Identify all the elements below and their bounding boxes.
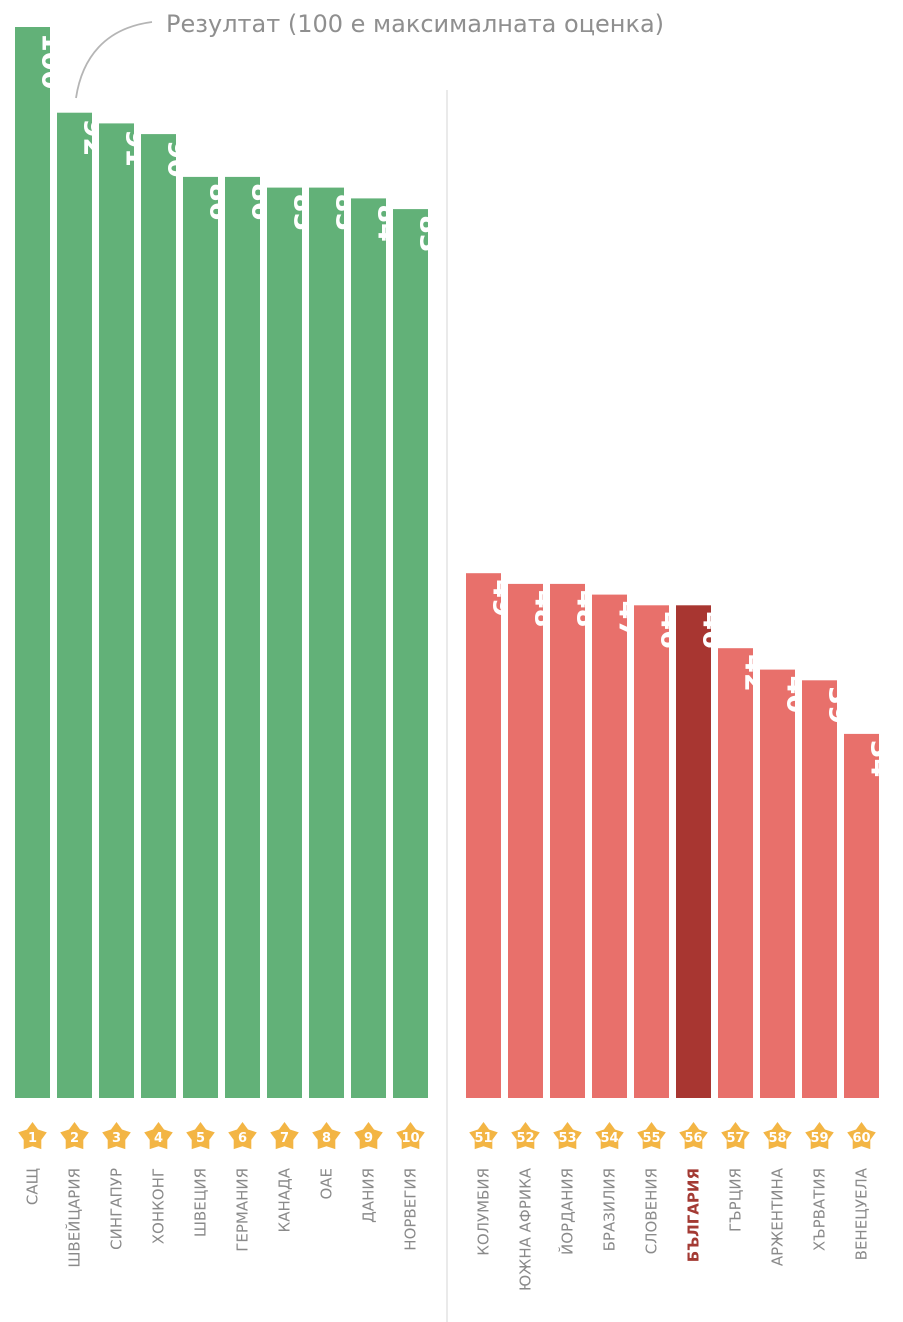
bar-4 [141,134,176,1099]
country-label: СЛОВЕНИЯ [643,1168,661,1254]
bar-value-label: 46 [697,611,728,649]
country-label: ГЕРМАНИЯ [234,1168,252,1252]
country-label: ЙОРДАНИЯ [558,1168,577,1255]
rank-label: 6 [238,1131,247,1146]
bar-3 [99,123,134,1098]
country-label: НОРВЕГИЯ [402,1168,420,1251]
country-label: КАНАДА [276,1167,294,1232]
star-icon [102,1122,131,1150]
rank-label: 10 [401,1131,419,1146]
star-icon [312,1122,341,1150]
bar-6 [225,176,260,1098]
country-label: АРЖЕНТИНА [769,1167,787,1266]
star-icon [469,1122,498,1150]
star-icon [354,1122,383,1150]
bar-8 [309,187,344,1099]
country-label: ХЪРВАТИЯ [811,1168,829,1251]
rank-label: 5 [196,1131,205,1146]
bar-9 [351,198,386,1098]
rank-label: 3 [112,1131,121,1146]
annotation-leader [75,21,153,99]
rank-label: 2 [70,1131,79,1146]
country-label: ХОНКОНГ [150,1168,168,1244]
rank-label: 55 [642,1131,660,1146]
star-icon [144,1122,173,1150]
country-label: ШВЕЙЦАРИЯ [65,1168,84,1268]
star-icon [511,1122,540,1150]
rank-label: 1 [28,1131,37,1146]
rank-label: 54 [600,1131,618,1146]
country-label: ВЕНЕЦУЕЛА [853,1167,871,1260]
bar-value-label: 83 [414,215,445,253]
rank-label: 51 [474,1131,492,1146]
rank-label: 53 [558,1131,576,1146]
rank-label: 58 [768,1131,786,1146]
bar-11 [466,573,501,1098]
bar-17 [718,648,753,1098]
star-icon [679,1122,708,1150]
bar-value-label: 90 [162,140,193,178]
bar-7 [267,187,302,1099]
bar-value-label: 100 [36,33,67,89]
bar-15 [634,605,669,1098]
star-icon [595,1122,624,1150]
country-label: БРАЗИЛИЯ [601,1168,619,1251]
bar-1 [15,27,50,1098]
country-label: КОЛУМБИЯ [475,1168,493,1256]
rank-label: 4 [154,1131,163,1146]
bar-20 [844,733,879,1098]
rank-label: 57 [726,1131,744,1146]
bar-12 [508,583,543,1098]
chart-annotation: Резултат (100 е максималната оценка) [166,10,664,38]
bar-16 [676,605,711,1098]
star-icon [18,1122,47,1150]
bar-value-label: 39 [823,686,854,724]
country-label: ДАНИЯ [360,1168,378,1223]
bar-13 [550,583,585,1098]
bar-18 [760,669,795,1098]
rank-label: 7 [280,1131,289,1146]
country-label: ШВЕЦИЯ [192,1168,210,1237]
star-icon [637,1122,666,1150]
bar-2 [57,112,92,1098]
star-icon [553,1122,582,1150]
bars-layer: 1001САЩ922ШВЕЙЦАРИЯ913СИНГАПУР904ХОНКОНГ… [15,27,896,1291]
rank-label: 56 [684,1131,702,1146]
bar-19 [802,680,837,1098]
country-label: БЪЛГАРИЯ [685,1168,703,1262]
rank-label: 60 [852,1131,870,1146]
bar-value-label: 34 [865,740,896,778]
star-icon [228,1122,257,1150]
star-icon [186,1122,215,1150]
bar-10 [393,209,428,1099]
star-icon [60,1122,89,1150]
rank-label: 8 [322,1131,331,1146]
rank-label: 9 [364,1131,373,1146]
country-label: САЩ [24,1168,42,1205]
star-icon [763,1122,792,1150]
star-icon [396,1122,425,1150]
country-label: СИНГАПУР [108,1168,126,1250]
country-label: ОАЕ [318,1168,336,1200]
rank-label: 59 [810,1131,828,1146]
country-label: ЮЖНА АФРИКА [517,1167,535,1291]
bar-14 [592,594,627,1098]
country-label: ГЪРЦИЯ [727,1168,745,1232]
star-icon [805,1122,834,1150]
star-icon [847,1122,876,1150]
rank-label: 52 [516,1131,534,1146]
star-icon [721,1122,750,1150]
bar-5 [183,176,218,1098]
star-icon [270,1122,299,1150]
